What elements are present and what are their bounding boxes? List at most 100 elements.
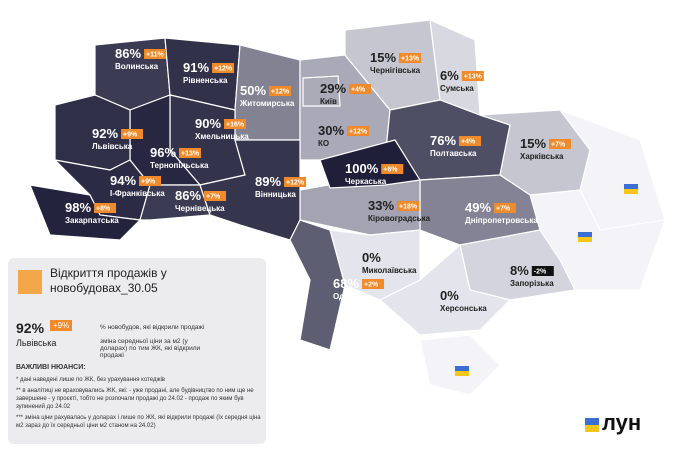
region-name: Київ — [320, 97, 337, 106]
change-badge — [94, 203, 117, 213]
region-share: 30% — [318, 123, 344, 138]
region — [302, 75, 341, 107]
region-change: +12% — [214, 66, 233, 73]
region-change: +12% — [349, 129, 368, 136]
change-badge — [381, 164, 404, 174]
region-name: Херсонська — [440, 304, 487, 313]
region-share: 29% — [320, 81, 346, 96]
region-share: 86% — [175, 188, 201, 203]
region-change: +13% — [464, 74, 483, 81]
region-share: 86% — [115, 46, 141, 61]
region-name: Чернівецька — [175, 204, 225, 213]
change-badge — [397, 201, 420, 211]
region-change: +8% — [96, 206, 111, 213]
region-name: Тернопільська — [150, 161, 209, 170]
note: * дані наведені лише по ЖК, без урахуван… — [16, 377, 165, 383]
region-change: +4% — [461, 139, 476, 146]
change-badge — [224, 119, 247, 129]
region-name: Рівненська — [183, 76, 228, 85]
region-name: Кіровоградська — [368, 214, 431, 223]
region-share: 49% — [465, 200, 491, 215]
change-badge — [179, 148, 202, 158]
region-share: 89% — [255, 174, 281, 189]
region-change: +18% — [399, 204, 418, 211]
change-badge — [121, 129, 144, 139]
region-name: Хмельницька — [195, 132, 249, 141]
region-name: Черкаська — [345, 177, 387, 186]
change-badge — [494, 203, 517, 213]
change-badge — [347, 126, 370, 136]
region-share: 6% — [440, 68, 459, 83]
change-badge — [349, 84, 372, 94]
region-share: 0% — [362, 250, 381, 265]
region-share: 94% — [110, 173, 136, 188]
legend-example-region: Львівська — [16, 338, 57, 348]
change-badge — [269, 86, 292, 96]
change-badge — [212, 63, 235, 73]
note: *** зміна ціни рахувалась у доларах і ли… — [16, 415, 261, 429]
region-name: КО — [318, 139, 329, 148]
change-badge — [399, 53, 422, 63]
legend-example-change: +9% — [50, 320, 73, 331]
region — [378, 243, 512, 336]
region-change: +7% — [206, 194, 221, 201]
flag — [624, 184, 638, 194]
region-name: І-Франківська — [110, 189, 165, 198]
region-name: Чернігівська — [370, 66, 421, 75]
change-badge — [204, 191, 227, 201]
title: Відкриття продажів у новобудовах_30.05 — [50, 266, 167, 295]
region-share: 15% — [370, 50, 396, 65]
region-name: Харківська — [520, 152, 564, 161]
region-name: Полтавська — [430, 149, 477, 158]
region — [289, 219, 346, 351]
legend-share-text: % новобудов, які відкрили продажі — [100, 324, 205, 331]
region-name: Миколаївська — [362, 266, 417, 275]
region-name: Дніпропетровська — [465, 216, 538, 225]
region-name: Львівська — [92, 142, 133, 151]
region-change: +6% — [383, 167, 398, 174]
region-change: -2% — [534, 269, 547, 276]
region-share: 15% — [520, 136, 546, 151]
region — [199, 139, 301, 241]
region-share: 100% — [345, 161, 379, 176]
region-share: 68% — [333, 276, 359, 291]
region-change: +4% — [351, 87, 366, 94]
region-share: 76% — [430, 133, 456, 148]
region — [319, 139, 421, 189]
flag — [578, 232, 592, 242]
legend: Відкриття продажів у новобудовах_30.05 9… — [8, 258, 266, 444]
region-change: +12% — [271, 89, 290, 96]
region-change: +7% — [551, 142, 566, 149]
region-change: +7% — [496, 206, 511, 213]
logo-mark — [585, 418, 599, 432]
flag — [455, 366, 469, 376]
region-share: 8% — [510, 263, 529, 278]
legend-example-share: 92% — [16, 320, 45, 336]
change-badge — [144, 49, 167, 59]
change-badge — [139, 176, 162, 186]
legend-change-text: зміна середньої ціни за м2 (у доларах) п… — [100, 338, 201, 359]
change-badge — [362, 279, 385, 289]
region-share: 96% — [150, 145, 176, 160]
change-badge — [461, 71, 484, 81]
region-name: Волинська — [115, 62, 159, 71]
region-change: +11% — [146, 52, 164, 59]
region-share: 90% — [195, 116, 221, 131]
region-change: +9% — [123, 132, 138, 139]
region-share: 91% — [183, 60, 209, 75]
region — [479, 109, 591, 196]
notes: * дані наведені лише по ЖК, без урахуван… — [16, 376, 261, 433]
change-badge — [459, 136, 482, 146]
legend-icon — [18, 270, 42, 294]
region-share: 33% — [368, 198, 394, 213]
notes-heading: ВАЖЛИВІ НЮАНСИ: — [16, 364, 86, 371]
region-change: +13% — [181, 151, 200, 158]
region-change: +9% — [141, 179, 156, 186]
region — [139, 184, 211, 221]
change-badge — [549, 139, 572, 149]
region-name: Вінницька — [255, 190, 296, 199]
note: ** в аналітиці не враховувались ЖК, які:… — [16, 388, 254, 410]
region-share: 0% — [440, 288, 459, 303]
